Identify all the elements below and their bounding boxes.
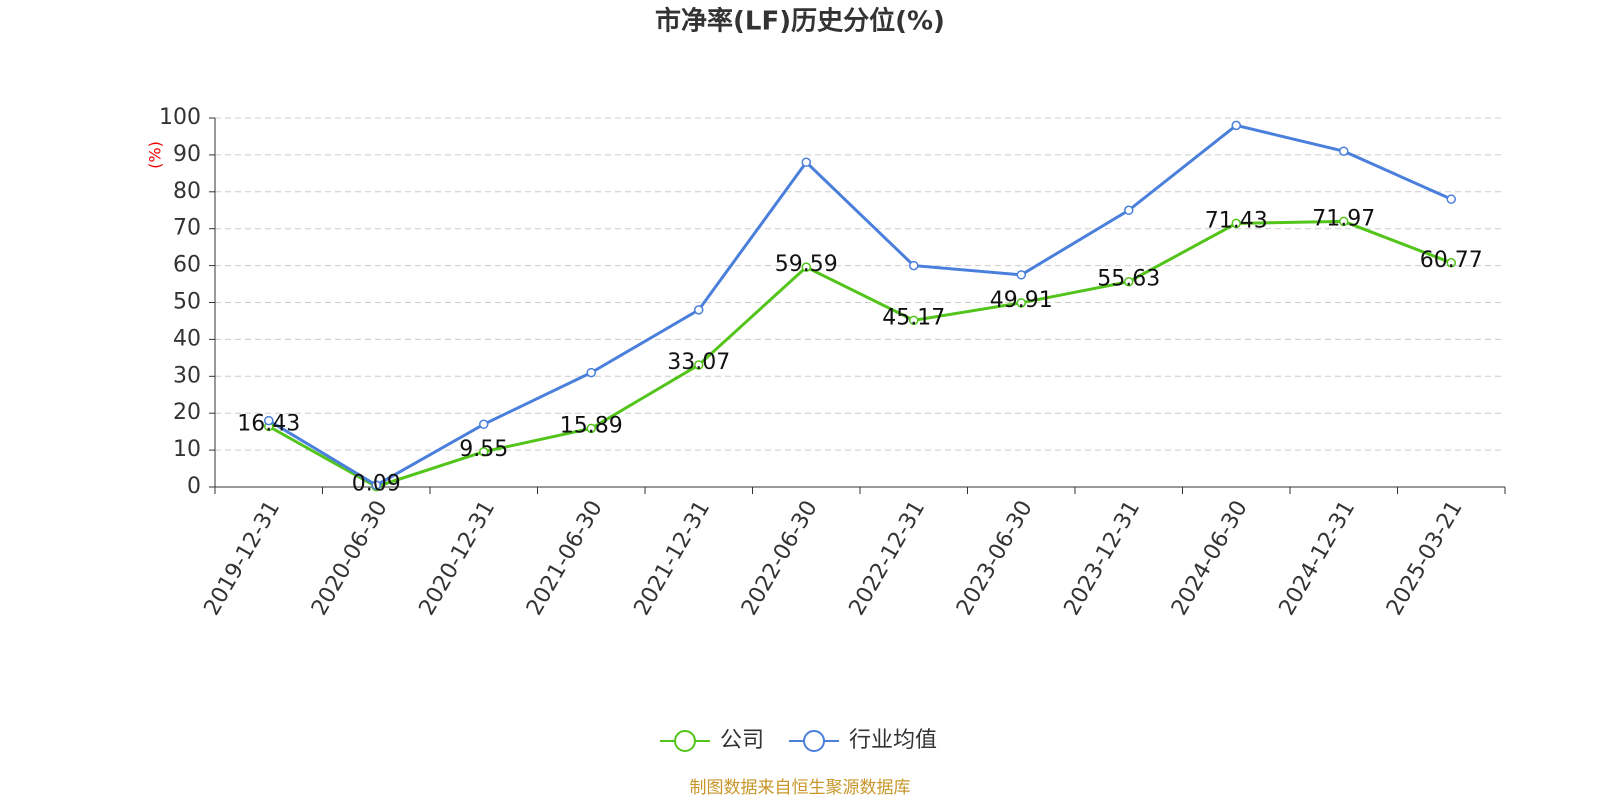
series-line [268,219,1452,489]
x-tick-label: 2020-06-30 [307,497,393,620]
data-label: 9.55 [459,437,508,462]
y-tick-label: 70 [173,216,201,241]
x-tick-label: 2021-06-30 [522,497,608,620]
data-label: 55.63 [1097,267,1160,292]
source-note: 制图数据来自恒生聚源数据库 [690,778,911,798]
y-tick-label: 10 [173,437,201,462]
point [801,262,811,272]
point [1016,298,1026,308]
data-label: 60.77 [1420,248,1483,273]
point [264,415,274,426]
point [1339,146,1349,156]
legend-label: 公司 [720,728,764,753]
point [479,419,489,430]
data-label: 71.43 [1205,208,1268,233]
point [694,360,704,370]
x-tick-label: 2023-06-30 [952,497,1038,620]
chart-title: 市净率(LF)历史分位(%) [655,6,945,37]
x-tick-label: 2023-12-31 [1060,497,1146,620]
point [1446,194,1456,204]
point [909,315,919,326]
x-tick-label: 2022-12-31 [845,497,931,620]
y-axis-label: (%) [146,141,165,169]
y-tick-label: 60 [173,253,201,278]
point [479,447,489,457]
data-label: 15.89 [560,413,623,438]
point [801,157,811,168]
data-label: 71.97 [1312,206,1375,231]
x-tick-label: 2022-06-30 [737,497,823,620]
point [1231,218,1241,229]
legend-item[interactable]: 行业均值 [789,728,937,753]
point [1016,270,1026,280]
data-label: 16.43 [237,411,300,436]
y-tick-label: 40 [173,326,201,351]
y-tick-label: 20 [173,400,201,425]
y-tick-label: 80 [173,179,201,204]
data-label: 45.17 [882,305,945,330]
y-tick-label: 90 [173,142,201,167]
x-tick-label: 2024-06-30 [1167,497,1253,620]
point [586,423,596,434]
data-label: 49.91 [990,288,1053,313]
y-tick-label: 100 [159,105,201,130]
x-tick-label: 2020-12-31 [415,497,501,620]
y-tick-label: 0 [187,474,201,499]
data-label: 59.59 [775,252,838,277]
data-label: 0.09 [352,472,401,497]
data-label: 33.07 [667,350,730,375]
x-tick-label: 2025-03-21 [1382,497,1468,620]
series-line [267,123,1452,487]
point [586,367,596,378]
x-tick-label: 2019-12-31 [200,497,286,620]
y-tick-label: 50 [173,290,201,315]
point [694,305,704,315]
y-tick-label: 30 [173,363,201,388]
legend-label: 行业均值 [849,728,937,753]
legend-marker [803,730,826,752]
point [909,260,919,271]
legend-item[interactable]: 公司 [660,728,764,753]
point [1446,258,1456,268]
point [1124,205,1134,215]
point [371,480,381,490]
legend-marker [674,730,696,752]
point [1124,276,1134,287]
x-tick-label: 2024-12-31 [1275,497,1361,620]
point [1339,216,1349,227]
point [1231,120,1241,131]
x-tick-label: 2021-12-31 [630,497,716,620]
